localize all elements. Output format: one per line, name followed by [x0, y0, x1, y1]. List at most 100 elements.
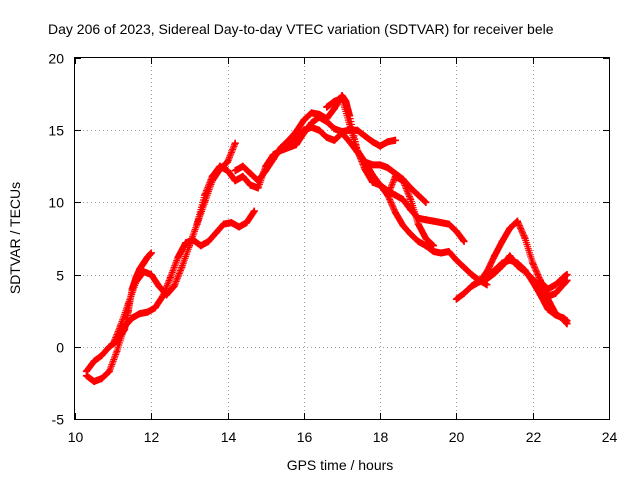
data-point: [384, 191, 392, 199]
data-point: [231, 167, 239, 175]
series-markers: [323, 94, 430, 206]
data-point: [315, 110, 323, 118]
data-point: [330, 97, 338, 105]
data-series-track-6: [285, 123, 491, 289]
data-point: [452, 256, 460, 264]
data-point: [285, 141, 293, 149]
data-point: [300, 116, 308, 124]
data-point: [155, 282, 163, 290]
data-point: [136, 310, 144, 318]
y-tick-label: 10: [48, 195, 64, 211]
data-point: [422, 216, 430, 224]
data-point: [498, 259, 506, 267]
data-point: [407, 184, 415, 192]
x-tick-label: 14: [221, 429, 237, 445]
x-tick-label: 20: [449, 429, 465, 445]
data-point: [193, 220, 201, 228]
series-markers: [82, 207, 258, 385]
data-point: [483, 272, 491, 280]
data-point: [544, 285, 552, 293]
data-point: [506, 256, 514, 264]
data-point: [90, 377, 98, 385]
data-point: [140, 259, 148, 267]
data-point: [513, 217, 521, 225]
data-point: [124, 299, 132, 307]
data-point: [563, 317, 571, 325]
axis-ticks: 10 12 14 16 18 20 22 24 -5 0 5 10 15 20: [48, 51, 617, 446]
y-tick-label: -5: [52, 412, 65, 428]
data-point: [399, 222, 407, 230]
data-point: [384, 138, 392, 146]
data-point: [460, 289, 468, 297]
data-point: [391, 172, 399, 180]
data-point: [452, 295, 460, 303]
data-point: [384, 164, 392, 172]
data-point: [143, 308, 151, 316]
data-point: [254, 177, 262, 185]
data-point: [269, 155, 277, 163]
data-point: [407, 230, 415, 238]
data-point: [513, 259, 521, 267]
data-point: [376, 161, 384, 169]
data-series-track-11: [468, 256, 571, 325]
data-point: [231, 139, 239, 147]
data-point: [445, 247, 453, 255]
data-point: [105, 367, 113, 375]
data-point: [163, 291, 171, 299]
data-point: [307, 109, 315, 117]
plot-frame: [74, 57, 610, 420]
data-point: [330, 105, 338, 113]
data-point: [182, 239, 190, 247]
data-point: [208, 172, 216, 180]
data-point: [292, 128, 300, 136]
data-point: [243, 219, 251, 227]
data-point: [559, 273, 567, 281]
data-point: [323, 133, 331, 141]
data-point: [147, 249, 155, 257]
data-point: [369, 171, 377, 179]
x-tick-label: 10: [68, 429, 84, 445]
data-point: [143, 253, 151, 261]
data-point: [307, 123, 315, 131]
series-markers: [285, 123, 491, 289]
data-point: [414, 191, 422, 199]
data-point: [414, 237, 422, 245]
data-series-track-8: [384, 172, 438, 250]
data-point: [468, 271, 476, 279]
data-point: [216, 162, 224, 170]
x-tick-label: 22: [526, 429, 542, 445]
data-series-track-7: [323, 94, 430, 206]
data-point: [552, 289, 560, 297]
data-point: [536, 291, 544, 299]
data-point: [109, 340, 117, 348]
data-point: [529, 278, 537, 286]
data-point: [98, 351, 106, 359]
data-point: [353, 146, 361, 154]
data-point: [246, 170, 254, 178]
data-point: [231, 177, 239, 185]
data-point: [491, 252, 499, 260]
data-point: [82, 367, 90, 375]
data-point: [315, 126, 323, 134]
data-point: [361, 158, 369, 166]
x-tick-label: 12: [144, 429, 160, 445]
data-point: [460, 263, 468, 271]
data-point: [262, 167, 270, 175]
data-point: [422, 235, 430, 242]
data-point: [407, 196, 415, 204]
data-point: [330, 136, 338, 144]
x-tick-label: 24: [602, 429, 618, 445]
data-point: [559, 314, 567, 322]
chart-title: Day 206 of 2023, Sidereal Day-to-day VTE…: [48, 21, 554, 37]
data-point: [277, 144, 285, 152]
data-point: [105, 343, 113, 351]
data-point: [197, 242, 205, 250]
data-point: [117, 321, 125, 329]
data-point: [430, 242, 438, 250]
x-axis-title: GPS time / hours: [287, 457, 394, 473]
data-point: [174, 253, 182, 261]
data-point: [170, 282, 178, 290]
y-tick-label: 20: [48, 51, 64, 67]
data-point: [452, 227, 460, 235]
